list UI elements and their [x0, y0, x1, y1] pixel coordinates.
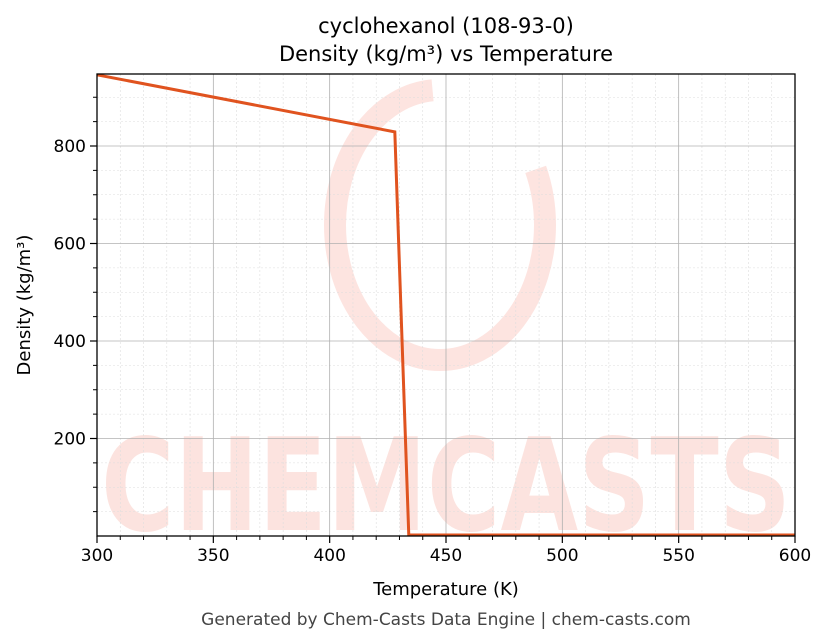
x-tick-label: 450 [430, 546, 462, 566]
plot-frame [96, 73, 796, 537]
grid [96, 74, 796, 536]
x-tick-label: 400 [313, 546, 345, 566]
footer-text: Generated by Chem-Casts Data Engine | ch… [201, 610, 691, 630]
chart-subtitle: Density (kg/m³) vs Temperature [279, 42, 613, 66]
y-axis-label: Density (kg/m³) [14, 235, 35, 376]
x-axis-label: Temperature (K) [372, 579, 519, 600]
x-tick-label: 550 [662, 546, 694, 566]
y-tick-label: 400 [54, 332, 86, 352]
y-tick-label: 800 [54, 137, 86, 157]
ticks: 300 350 400 450 500 550 600 200 400 600 800 [54, 96, 811, 566]
y-tick-label: 200 [54, 430, 86, 450]
x-tick-label: 600 [779, 546, 811, 566]
x-tick-label: 350 [197, 546, 229, 566]
chart-title: cyclohexanol (108-93-0) [318, 14, 574, 38]
y-tick-label: 600 [54, 235, 86, 255]
x-tick-label: 300 [81, 546, 113, 566]
series-line [96, 73, 795, 537]
x-tick-label: 500 [546, 546, 578, 566]
